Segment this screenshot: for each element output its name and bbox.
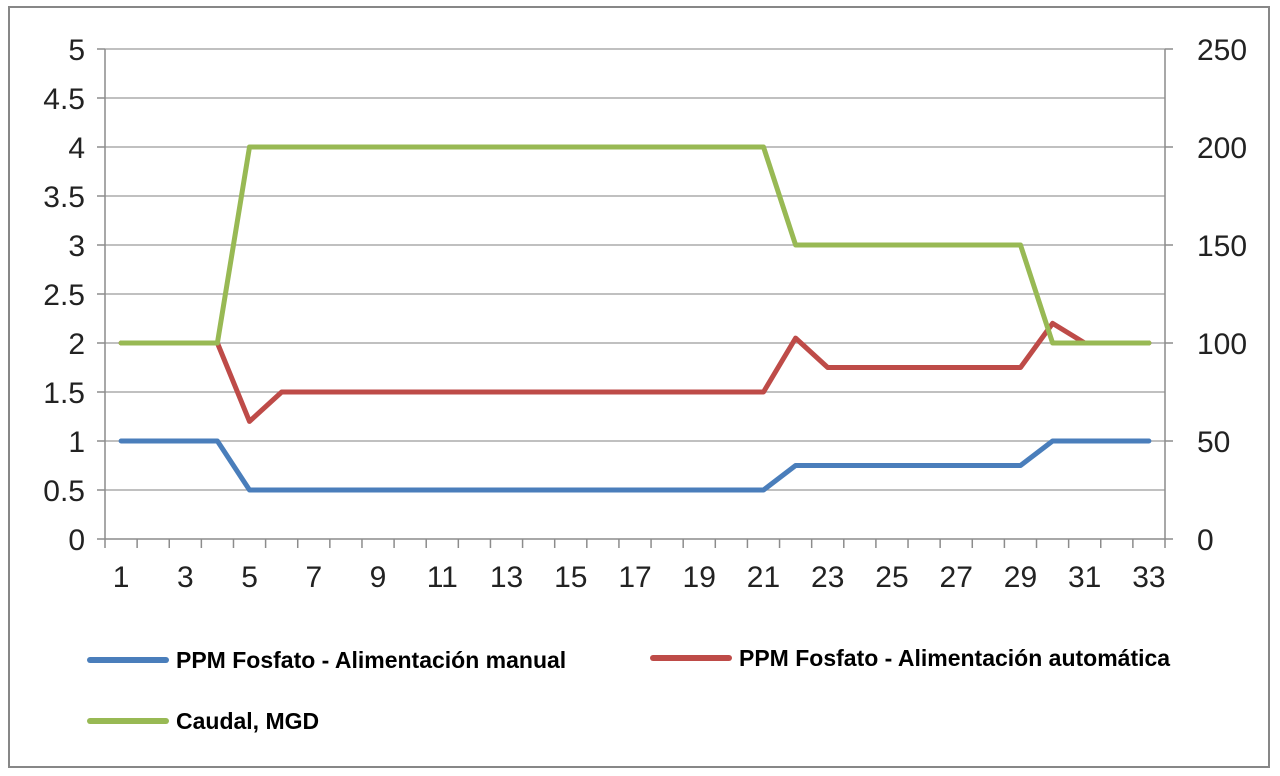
series-lines bbox=[118, 144, 1152, 493]
y-right-tick-label: 150 bbox=[1197, 230, 1247, 263]
x-tick-label: 5 bbox=[241, 561, 258, 594]
x-tick-label: 3 bbox=[177, 561, 194, 594]
y-left-tick-label: 1 bbox=[68, 426, 85, 459]
y-left-tick-label: 3 bbox=[68, 230, 85, 263]
x-tick-label: 9 bbox=[370, 561, 387, 594]
series-line-1 bbox=[118, 438, 1152, 493]
x-tick-label: 25 bbox=[875, 561, 908, 594]
legend-label: PPM Fosfato - Alimentación automática bbox=[739, 645, 1170, 671]
y-right-tick-label: 200 bbox=[1197, 132, 1247, 165]
x-tick-label: 31 bbox=[1068, 561, 1101, 594]
x-tick-label: 21 bbox=[747, 561, 780, 594]
axes bbox=[97, 48, 1173, 548]
y-left-tick-label: 5 bbox=[68, 34, 85, 67]
x-tick-label: 29 bbox=[1004, 561, 1037, 594]
x-tick-label: 19 bbox=[683, 561, 716, 594]
x-tick-label: 17 bbox=[618, 561, 651, 594]
y-right-tick-label: 0 bbox=[1197, 524, 1214, 557]
y-right-tick-label: 250 bbox=[1197, 34, 1247, 67]
x-tick-label: 1 bbox=[113, 561, 130, 594]
x-tick-label: 7 bbox=[305, 561, 322, 594]
legend-label: Caudal, MGD bbox=[176, 708, 319, 734]
x-tick-label: 27 bbox=[940, 561, 973, 594]
y-right-tick-label: 100 bbox=[1197, 328, 1247, 361]
legend: PPM Fosfato - Alimentación manual PPM Fos… bbox=[87, 645, 1170, 734]
y-left-tick-label: 4 bbox=[68, 132, 85, 165]
x-tick-label: 15 bbox=[554, 561, 587, 594]
y-left-tick-label: 4.5 bbox=[43, 83, 85, 116]
y-left-tick-label: 2 bbox=[68, 328, 85, 361]
legend-item: PPM Fosfato - Alimentación manual bbox=[87, 647, 566, 673]
chart-frame: 0 0.5 1 1.5 2 2.5 3 3.5 4 4.5 5 0 50 100 150 200 250 1 3 5 7… bbox=[8, 6, 1270, 768]
series-line-2 bbox=[118, 320, 1152, 424]
series-line-3 bbox=[118, 144, 1152, 346]
y-right-tick-label: 50 bbox=[1197, 426, 1230, 459]
x-tick-label: 13 bbox=[490, 561, 523, 594]
legend-item: Caudal, MGD bbox=[87, 708, 319, 734]
legend-label: PPM Fosfato - Alimentación manual bbox=[176, 647, 566, 673]
y-left-tick-label: 0.5 bbox=[43, 475, 85, 508]
x-tick-label: 23 bbox=[811, 561, 844, 594]
y-left-tick-label: 2.5 bbox=[43, 279, 85, 312]
y-left-tick-label: 3.5 bbox=[43, 181, 85, 214]
y-left-tick-label: 0 bbox=[68, 524, 85, 557]
y-left-tick-label: 1.5 bbox=[43, 377, 85, 410]
gridlines bbox=[105, 48, 1165, 491]
x-tick-label: 11 bbox=[427, 561, 458, 594]
x-tick-label: 33 bbox=[1132, 561, 1165, 594]
legend-item: PPM Fosfato - Alimentación automática bbox=[650, 645, 1170, 671]
